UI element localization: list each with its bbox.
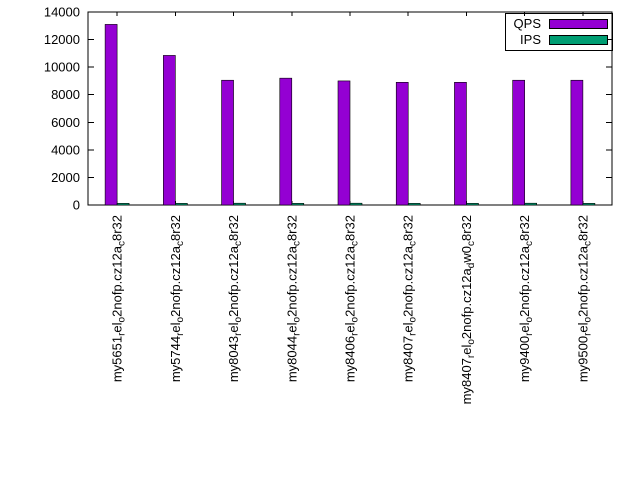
- bar-qps: [512, 79, 525, 206]
- y-tick-label: 6000: [51, 115, 80, 130]
- legend-swatch-qps: [549, 18, 608, 29]
- bar-ips: [524, 202, 537, 206]
- x-category-label: my8407relo2nofp.cz12adw0c8r32: [459, 215, 477, 404]
- bar-qps: [163, 55, 176, 206]
- x-category-label: my9400relo2nofp.cz12ac8r32: [517, 215, 535, 382]
- y-tick-label: 0: [73, 198, 80, 213]
- y-tick-label: 12000: [44, 32, 80, 47]
- legend-entry-ips: IPS: [514, 33, 608, 46]
- x-category-label: my5744relo2nofp.cz12ac8r32: [168, 215, 186, 382]
- x-category-label: my9500relo2nofp.cz12ac8r32: [575, 215, 593, 382]
- bar-qps: [104, 24, 118, 206]
- bar-qps: [454, 82, 467, 206]
- x-category-label: my8407relo2nofp.cz12ac8r32: [401, 215, 419, 382]
- x-category-label: my8406relo2nofp.cz12ac8r32: [343, 215, 361, 382]
- legend: QPS IPS: [504, 13, 613, 51]
- legend-label-ips: IPS: [520, 32, 541, 47]
- y-tick-label: 14000: [44, 5, 80, 20]
- y-tick-label: 8000: [51, 87, 80, 102]
- bar-qps: [570, 79, 584, 206]
- y-tick-label: 10000: [44, 60, 80, 75]
- bar-ips: [582, 203, 596, 206]
- legend-entry-qps: QPS: [514, 17, 608, 30]
- bar-qps: [279, 77, 293, 206]
- bar-ips: [291, 203, 305, 206]
- bar-qps: [337, 80, 351, 206]
- bar-ips: [349, 202, 363, 206]
- bar-ips: [407, 203, 421, 206]
- y-tick-label: 2000: [51, 170, 80, 185]
- bar-ips: [466, 203, 479, 206]
- bar-ips: [116, 203, 130, 206]
- x-category-label: my5651relo2nofp.cz12ac8r32: [110, 215, 128, 382]
- y-tick-label: 4000: [51, 142, 80, 157]
- legend-label-qps: QPS: [513, 16, 541, 31]
- legend-swatch-ips: [549, 34, 608, 45]
- bar-qps: [221, 79, 234, 206]
- x-category-label: my8044relo2nofp.cz12ac8r32: [284, 215, 302, 382]
- bar-ips: [175, 203, 188, 206]
- x-category-label: my8043relo2nofp.cz12ac8r32: [226, 215, 244, 382]
- bar-qps: [395, 82, 409, 206]
- bar-ips: [233, 202, 246, 206]
